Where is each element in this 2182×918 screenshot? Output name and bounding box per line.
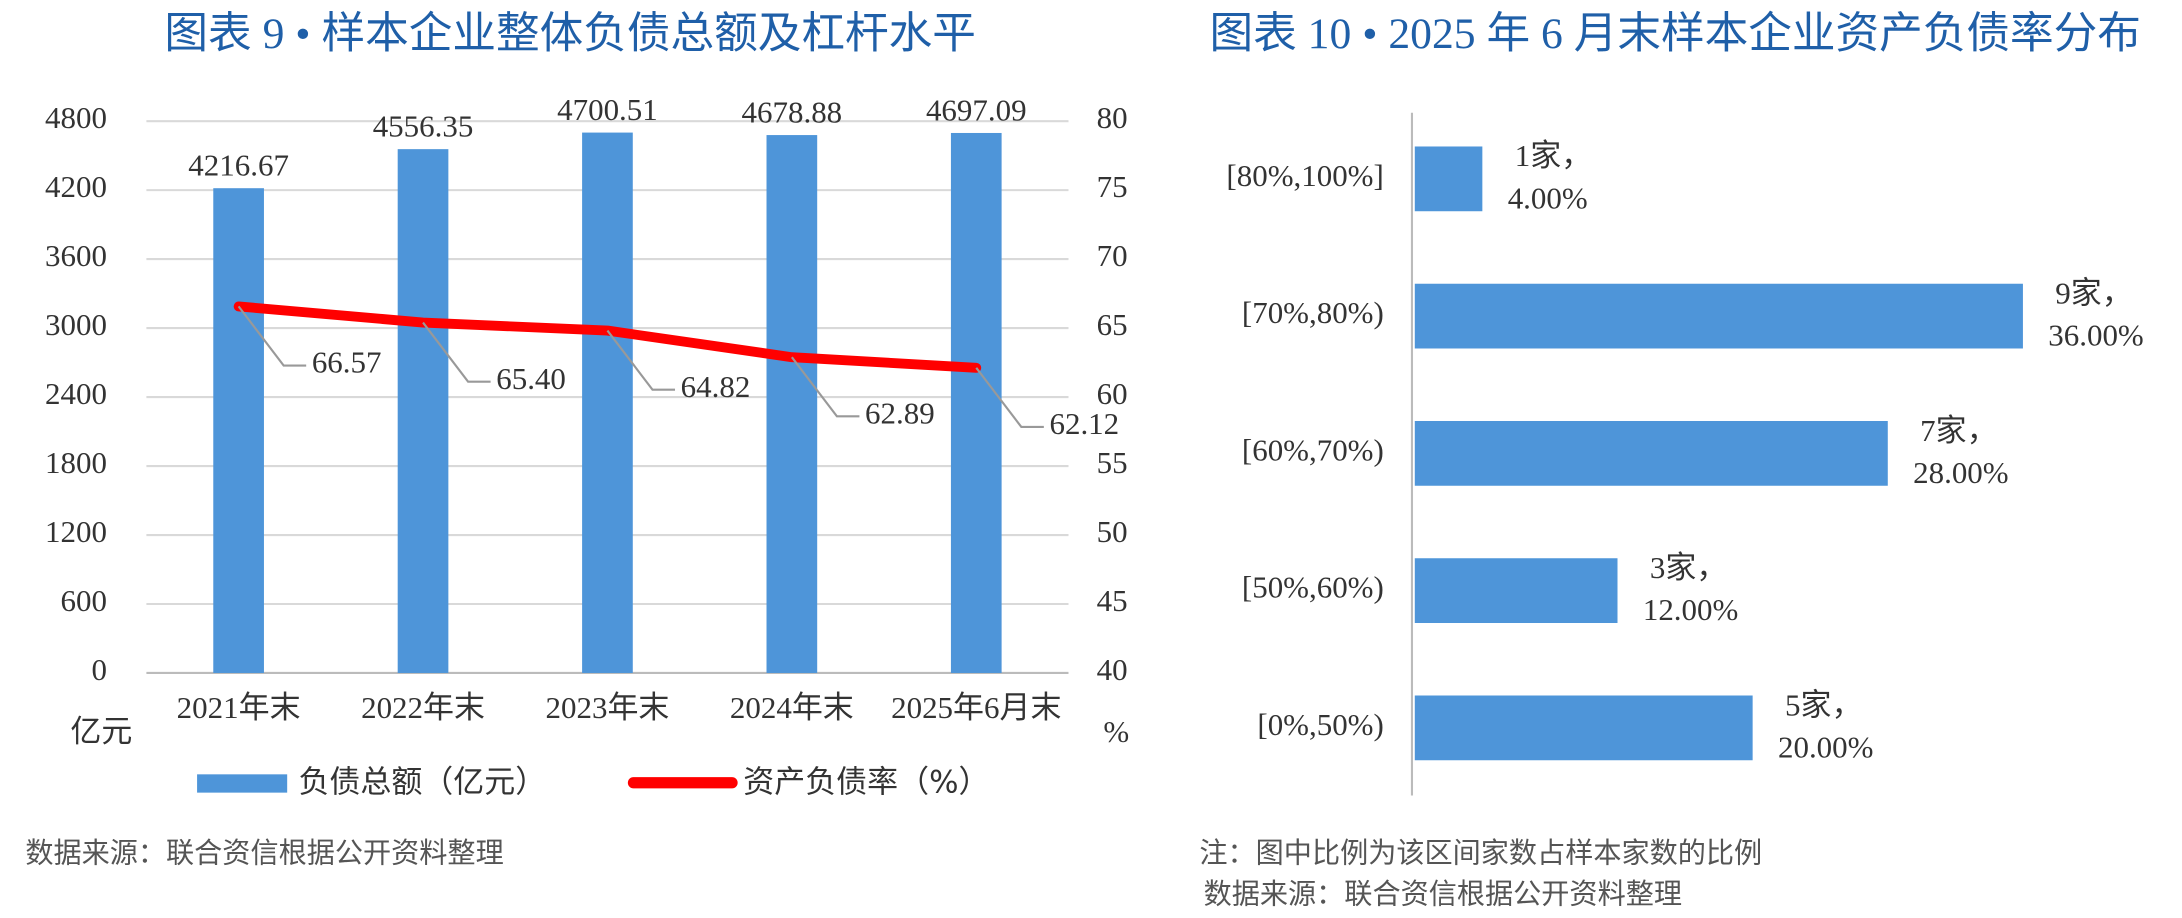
y-tick-label: [80%,100%] bbox=[1226, 158, 1383, 193]
y2-tick-label: 45 bbox=[1097, 583, 1128, 618]
chart-title: 图表 9 • 样本企业整体负债总额及杠杆水平 bbox=[164, 10, 975, 58]
data-label: 62.89 bbox=[865, 395, 935, 430]
y-tick-label: 2400 bbox=[45, 376, 107, 411]
legend-label: 资产负债率（%） bbox=[743, 765, 989, 801]
data-label: 4700.51 bbox=[557, 92, 658, 127]
y-tick-label: [60%,70%) bbox=[1242, 432, 1384, 467]
legend-swatch bbox=[197, 774, 288, 793]
leader-line bbox=[975, 367, 1044, 428]
data-label: 4697.09 bbox=[926, 92, 1027, 127]
y-tick-label: 1800 bbox=[45, 445, 107, 480]
y-tick-label: 3000 bbox=[45, 307, 107, 342]
bar bbox=[950, 132, 1002, 673]
data-label: 64.82 bbox=[681, 369, 751, 404]
y-tick-label: [70%,80%) bbox=[1242, 295, 1384, 330]
data-label: 66.57 bbox=[312, 345, 382, 380]
source: 数据来源：联合资信根据公开资料整理 bbox=[25, 837, 503, 870]
x-tick-label: 2021年末 bbox=[177, 690, 301, 725]
count-label: 3家， bbox=[1650, 550, 1727, 585]
y2-tick-label: 50 bbox=[1097, 514, 1128, 549]
leader-line bbox=[606, 329, 676, 391]
bar bbox=[1414, 695, 1753, 761]
leader-line bbox=[422, 321, 491, 383]
chart-title: 图表 10 • 2025 年 6 月末样本企业资产负债率分布 bbox=[1210, 10, 2141, 58]
y-tick-label: 4200 bbox=[45, 169, 107, 204]
y-tick-label: 1200 bbox=[45, 514, 107, 549]
y2-tick-label: 80 bbox=[1097, 100, 1128, 135]
y-tick-label: 600 bbox=[61, 583, 107, 618]
data-label: 62.12 bbox=[1049, 406, 1119, 441]
data-label: 65.40 bbox=[496, 361, 566, 396]
bar bbox=[397, 149, 449, 673]
count-label: 9家， bbox=[2055, 276, 2132, 311]
x-tick-label: 2023年末 bbox=[546, 690, 670, 725]
data-label: 36.00% bbox=[2048, 318, 2143, 353]
y2-tick-label: 75 bbox=[1097, 169, 1128, 204]
leader-line bbox=[237, 305, 307, 367]
data-label: 4.00% bbox=[1508, 180, 1588, 215]
data-label: 12.00% bbox=[1643, 592, 1738, 627]
data-label: 4678.88 bbox=[742, 94, 843, 129]
y-axis-unit: 亿元 bbox=[70, 714, 132, 749]
y2-tick-label: 60 bbox=[1097, 376, 1128, 411]
y-tick-label: 3600 bbox=[45, 238, 107, 273]
data-label: 4216.67 bbox=[188, 148, 289, 183]
data-label: 28.00% bbox=[1913, 455, 2008, 490]
bar bbox=[1414, 283, 2023, 349]
count-label: 7家， bbox=[1920, 413, 1997, 448]
y2-tick-label: 70 bbox=[1097, 238, 1128, 273]
bar bbox=[766, 135, 818, 673]
x-tick-label: 2024年末 bbox=[730, 690, 854, 725]
note: 注：图中比例为该区间家数占样本家数的比例 bbox=[1199, 837, 1762, 870]
y-tick-label: 4800 bbox=[45, 100, 107, 135]
x-tick-label: 2025年6月末 bbox=[891, 690, 1061, 725]
legend-label: 负债总额（亿元） bbox=[298, 765, 546, 801]
leader-line bbox=[791, 356, 860, 418]
bar bbox=[582, 132, 633, 673]
y2-axis-unit: % bbox=[1103, 714, 1129, 749]
data-label: 20.00% bbox=[1778, 730, 1873, 765]
y2-tick-label: 55 bbox=[1097, 445, 1128, 480]
y-tick-label: 0 bbox=[92, 652, 107, 687]
y2-tick-label: 40 bbox=[1097, 652, 1128, 687]
count-label: 1家， bbox=[1515, 138, 1592, 173]
bar bbox=[1414, 558, 1618, 624]
y-tick-label: [0%,50%) bbox=[1257, 707, 1383, 742]
data-label: 4556.35 bbox=[373, 109, 474, 144]
y-tick-label: [50%,60%) bbox=[1242, 570, 1384, 605]
y2-tick-label: 65 bbox=[1097, 307, 1128, 342]
bar bbox=[213, 188, 264, 673]
count-label: 5家， bbox=[1785, 687, 1862, 722]
source: 数据来源：联合资信根据公开资料整理 bbox=[1204, 877, 1682, 910]
bar bbox=[1414, 146, 1483, 212]
bar bbox=[1414, 420, 1888, 486]
x-tick-label: 2022年末 bbox=[361, 690, 485, 725]
